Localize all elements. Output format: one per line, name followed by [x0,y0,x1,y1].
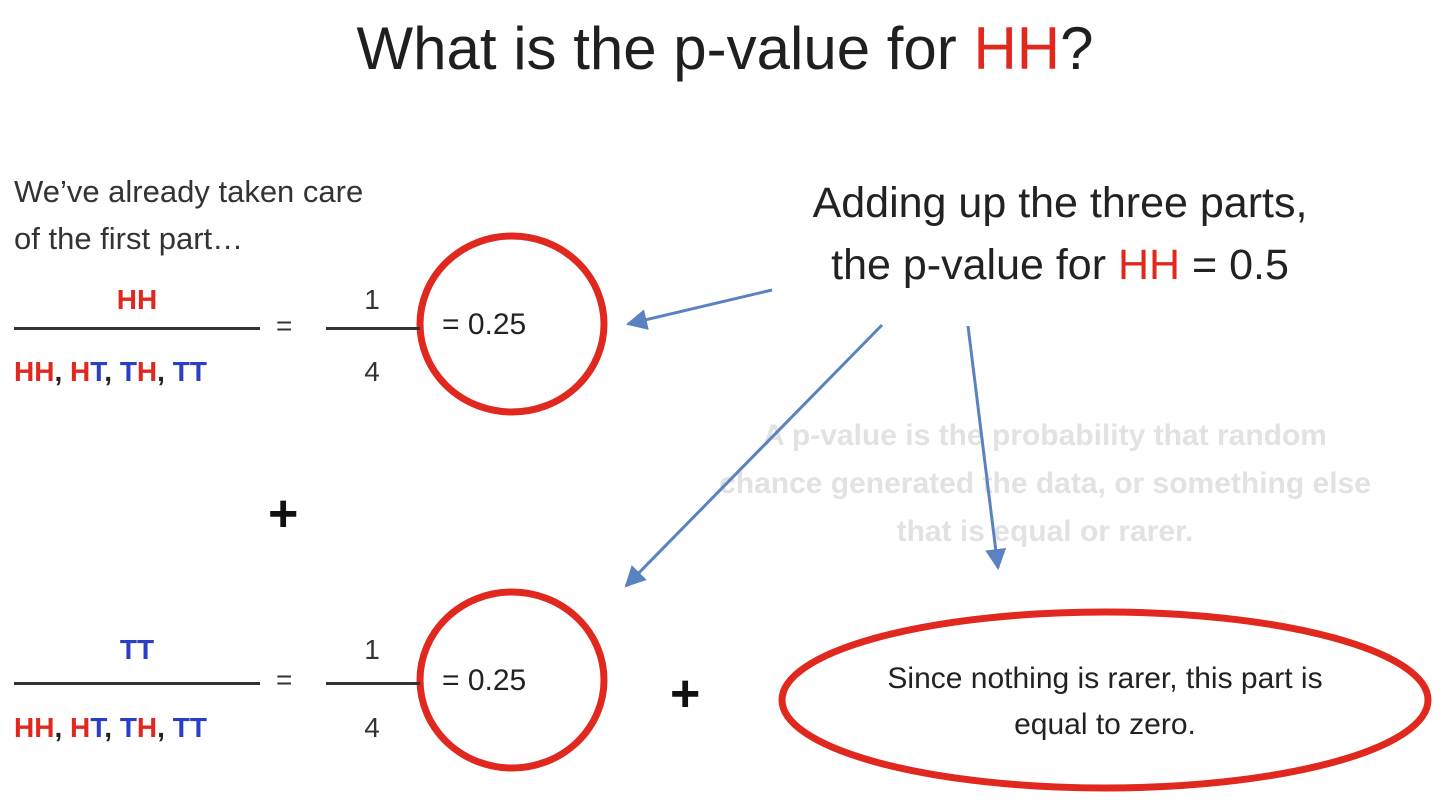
fraction-1-bar [14,327,260,330]
intro-line-2: of the first part… [14,221,244,256]
circle-part-2 [416,588,608,772]
arrow-to-part-3 [966,325,1007,571]
separator: , [157,712,173,743]
fraction-1-equals: = [276,310,293,341]
definition-line-1: A p-value is the probability that random [763,419,1327,452]
outcome-ht-t: T [90,712,105,743]
summary-line-2: the p-value for HH = 0.5 [740,234,1380,296]
title-highlight: HH [973,15,1061,82]
outcome-tt: TT [172,356,207,387]
separator: , [157,356,173,387]
summary-highlight: HH [1117,241,1181,289]
fraction-2-numerator: TT [119,634,155,665]
ellipse-part-3 [778,608,1432,792]
fraction-2-denominator: HH, HT, TH, TT [14,712,207,744]
p-value-definition: A p-value is the probability that random… [630,412,1450,556]
outcome-th-h: H [136,356,158,387]
summary-line-1: Adding up the three parts, [812,179,1308,227]
fraction-1-den: 4 [364,356,380,387]
separator: , [104,712,120,743]
definition-line-2: chance generated the data, or something … [719,467,1371,500]
circle-part-1 [416,232,608,416]
outcome-hh: HH [14,712,55,743]
outcome-hh: HH [14,356,55,387]
note-line-2: equal to zero. [1014,708,1196,741]
summary-line-2-prefix: the p-value for [831,241,1118,289]
part-3-note: Since nothing is rarer, this part is equ… [800,656,1410,748]
outcome-ht-h: H [70,712,91,743]
fraction-1-numerator: HH [116,284,158,315]
fraction-2-result: = 0.25 [442,664,527,697]
arrow-to-part-1 [625,288,773,330]
summary-line-2-suffix: = 0.5 [1180,241,1289,289]
fraction-2-equals: = [276,664,293,695]
fraction-1-num: 1 [364,284,380,315]
intro-line-1: We’ve already taken care [14,174,364,209]
outcome-ht-h: H [70,356,91,387]
title-suffix: ? [1060,15,1094,82]
outcome-tt: TT [172,712,207,743]
definition-line-3: that is equal or rarer. [896,515,1194,548]
separator: , [104,356,120,387]
fraction-2-num: 1 [364,634,380,665]
separator: , [54,356,71,387]
intro-text: We’ve already taken care of the first pa… [14,168,363,262]
separator: , [54,712,71,743]
fraction-2-bar [14,682,260,685]
outcome-ht-t: T [90,356,105,387]
fraction-2-den: 4 [364,712,380,743]
outcome-th-h: H [136,712,158,743]
fraction-1-denominator: HH, HT, TH, TT [14,356,207,388]
plus-sign-2: + [670,665,701,723]
note-line-1: Since nothing is rarer, this part is [887,662,1323,695]
title-prefix: What is the p-value for [356,15,974,82]
arrow-to-part-2 [624,323,884,588]
fraction-1-simple-bar [326,327,420,330]
fraction-1-result: = 0.25 [442,308,527,341]
plus-sign-1: + [268,485,299,543]
outcome-th-t: T [119,712,137,743]
summary-text: Adding up the three parts, the p-value f… [740,172,1380,296]
slide-title: What is the p-value for HH? [0,14,1450,83]
fraction-2-simple-bar [326,682,420,685]
outcome-th-t: T [119,356,137,387]
